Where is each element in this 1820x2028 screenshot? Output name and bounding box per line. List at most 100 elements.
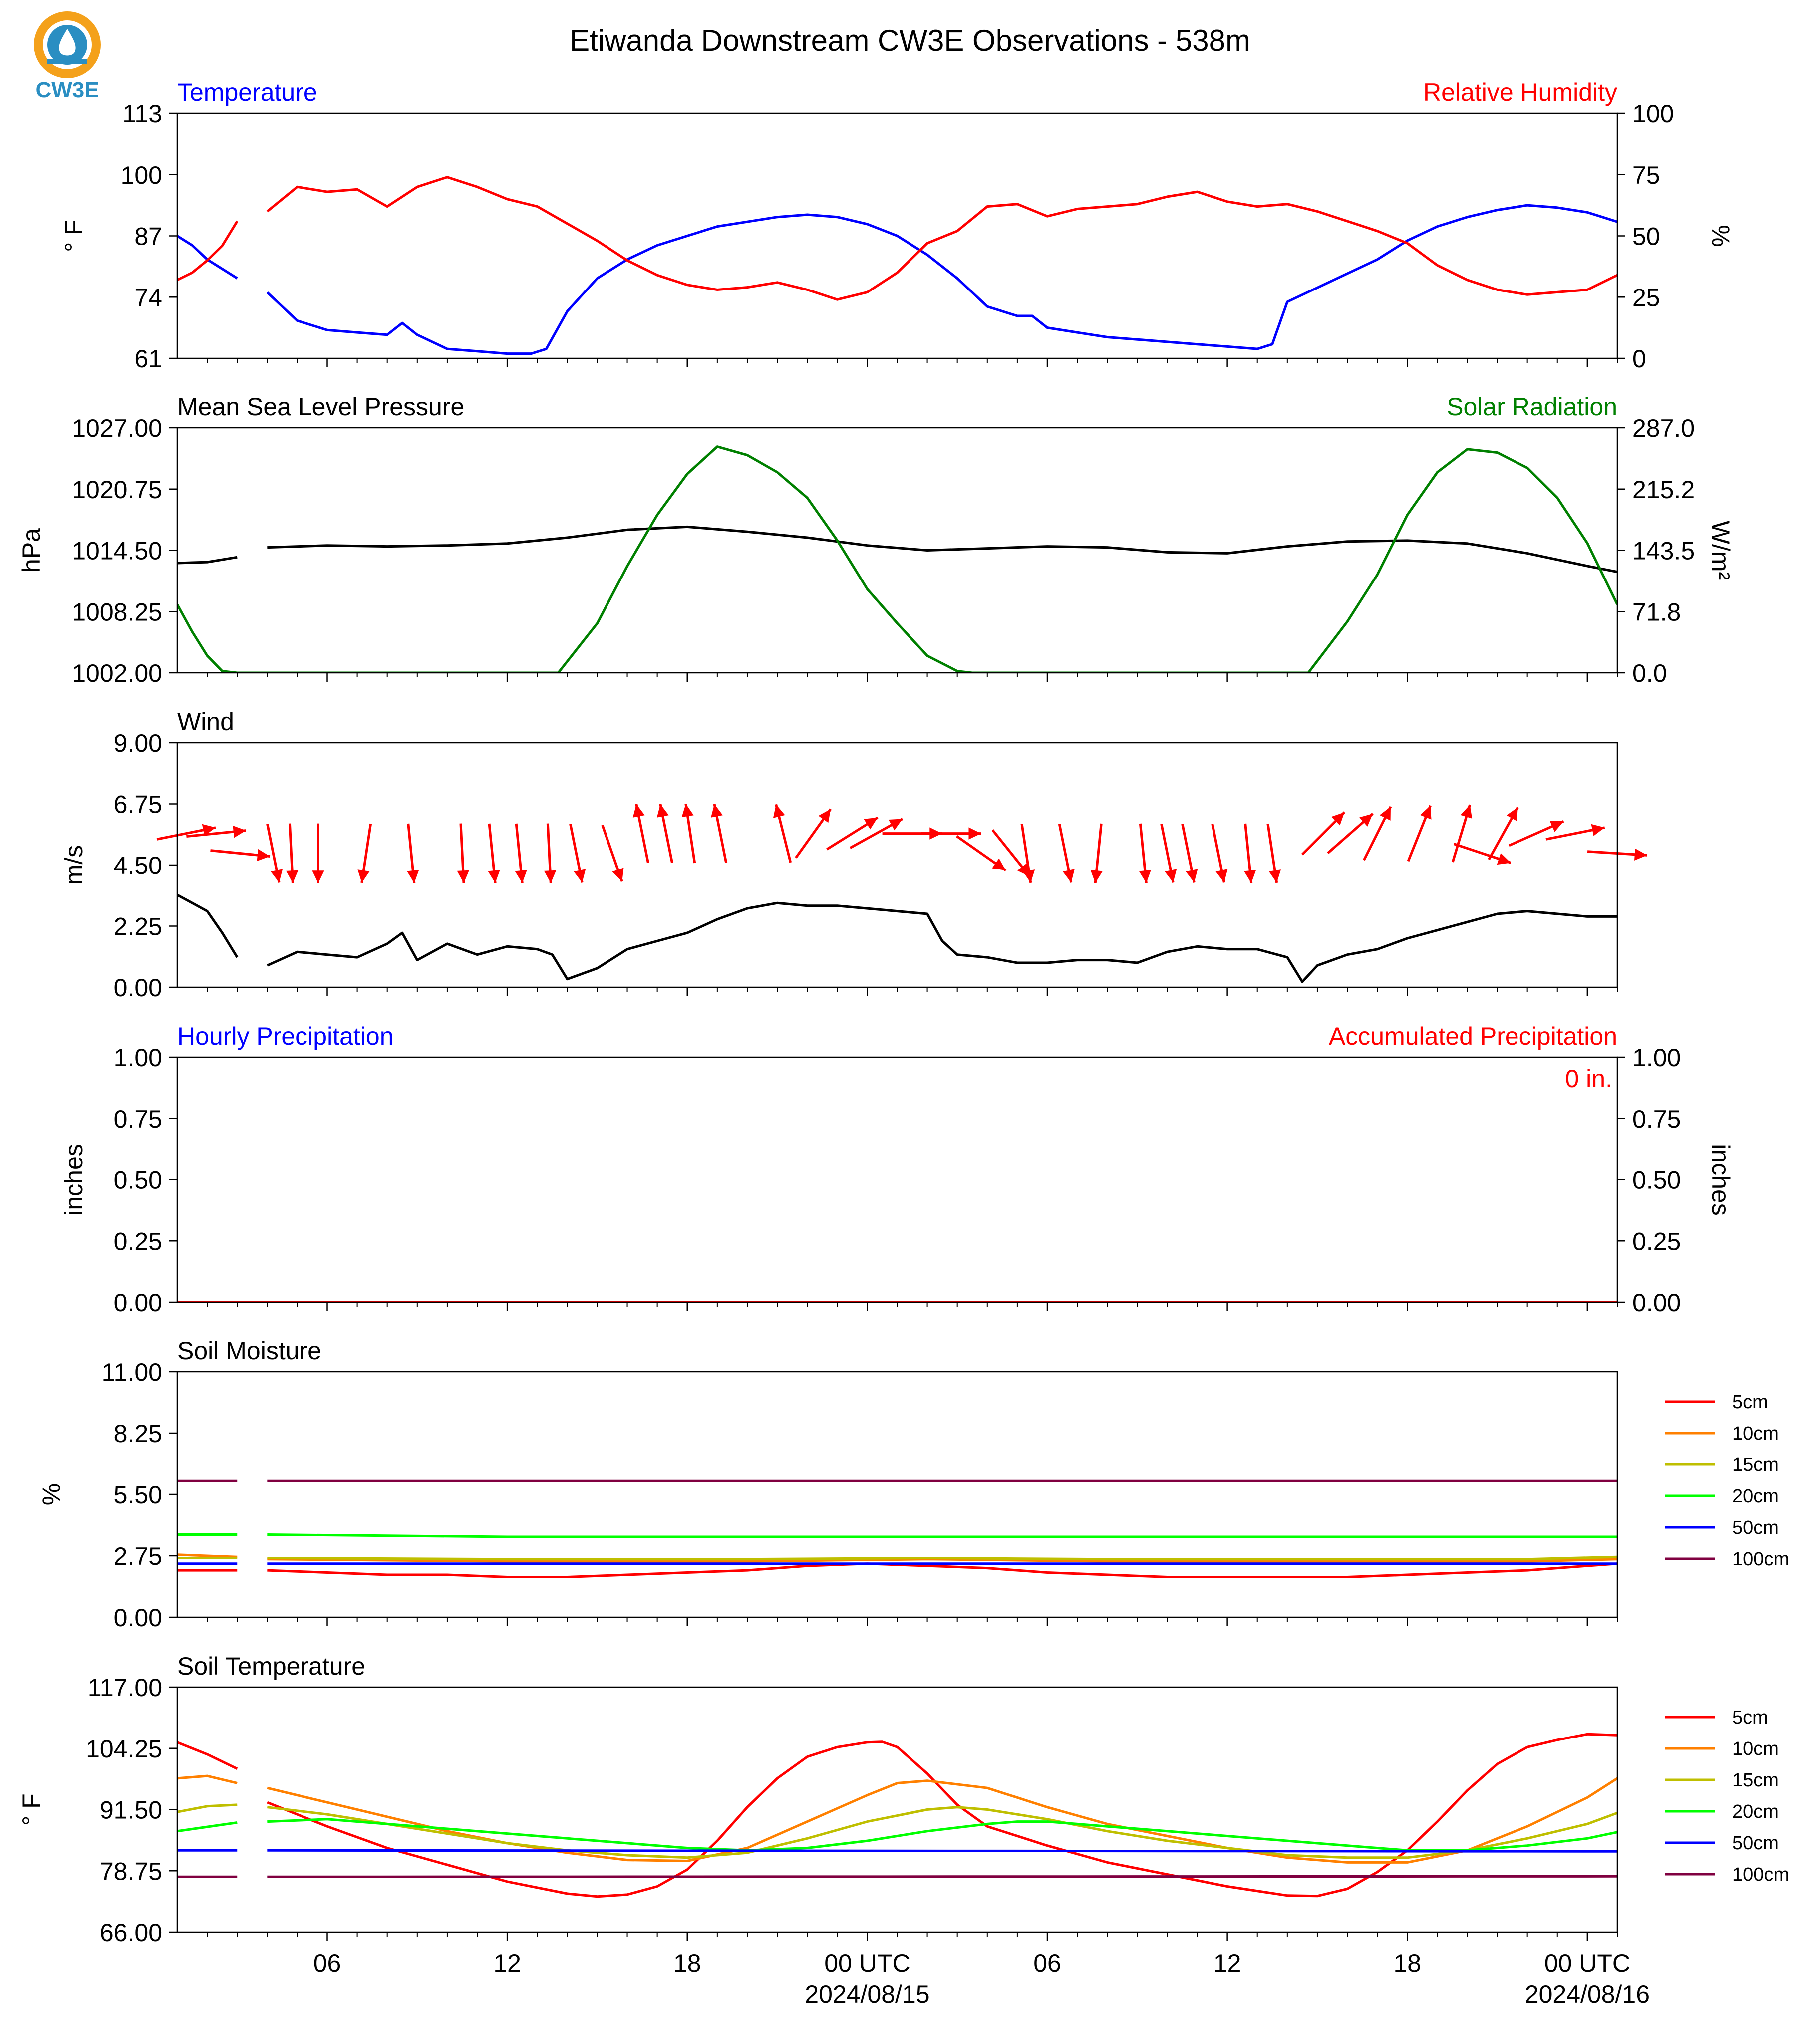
y-axis-label-right: inches: [1707, 1144, 1735, 1216]
legend-label: 10cm: [1732, 1423, 1779, 1444]
wind-arrow-head: [1506, 807, 1518, 822]
x-tick-label: 12: [493, 1949, 521, 1977]
series-group: [177, 445, 1617, 673]
panel-precip: 0.00 0.25 0.50 0.75 1.00 0.00 0.25 0.50 0.75 1.00…: [60, 1022, 1735, 1317]
wind-arrow-head: [457, 870, 469, 883]
y-tick-label: 87: [134, 223, 162, 251]
y-tick-label-right: 0.75: [1632, 1105, 1681, 1133]
y-tick-label-right: 0.50: [1632, 1166, 1681, 1194]
legend-label: 15cm: [1732, 1454, 1779, 1475]
series-group: [177, 1733, 1617, 1898]
y-axis-label: %: [37, 1483, 65, 1505]
panel-wind: 0.00 2.25 4.50 6.75 9.00 Wind m/s: [60, 708, 1648, 1002]
y-axis-label: ° F: [60, 220, 88, 252]
logo-wave: [47, 59, 87, 64]
wind-arrow-head: [1186, 869, 1198, 883]
wind-arrow-head: [1591, 824, 1605, 836]
panel-title-left: Temperature: [177, 78, 317, 106]
water-drop-sun-icon: [59, 29, 76, 56]
wind-arrow-head: [1497, 853, 1511, 865]
series-line-15cm: [177, 1555, 1617, 1561]
y-tick-label: 117.00: [88, 1674, 162, 1702]
y-tick-label-right: 50: [1632, 223, 1660, 251]
x-date-label: 2024/08/15: [805, 1980, 929, 2008]
wind-arrow-head: [574, 869, 586, 883]
wind-arrow-head: [1165, 869, 1177, 883]
legend-label: 15cm: [1732, 1770, 1779, 1791]
y-tick-label-right: 0: [1632, 345, 1646, 373]
y-tick-label-right: 0.0: [1632, 659, 1667, 687]
wind-arrow-head: [1215, 869, 1228, 883]
wind-arrow-head: [271, 869, 283, 883]
y-tick-label: 91.50: [100, 1796, 162, 1824]
wind-arrow-head: [1379, 806, 1391, 821]
cw3e-logo: CW3E: [34, 11, 101, 102]
wind-arrow-head: [286, 870, 299, 883]
panel-temp_rh: 61 74 87 100 113 0 25 50 75 100 Temperature Relativ…: [60, 78, 1735, 373]
wind-arrows: [156, 803, 1648, 883]
x-axis-labels: 06 12 18 00 UTC 2024/08/15 06 12 18 00 UTC 2024/0…: [313, 1949, 1650, 2008]
wind-arrow-head: [407, 870, 419, 883]
wind-arrow-head: [1063, 869, 1075, 883]
y-tick-label: 9.00: [114, 729, 162, 757]
wind-arrow-head: [1023, 869, 1035, 883]
y-tick-label: 1008.25: [72, 598, 162, 626]
panel-title-left: Hourly Precipitation: [177, 1022, 394, 1050]
legend-label: 50cm: [1732, 1833, 1779, 1854]
wind-arrow-head: [1634, 848, 1647, 861]
wind-arrow-head: [544, 870, 557, 883]
panel-title-right: Accumulated Precipitation: [1329, 1022, 1617, 1050]
y-tick-label: 2.25: [114, 913, 162, 941]
series-line-relative_humidity: [177, 176, 1617, 301]
wind-arrow-head: [632, 804, 645, 818]
chart-title: Etiwanda Downstream CW3E Observations - …: [570, 24, 1250, 57]
series-line-15cm: [177, 1803, 1617, 1859]
precip-annotation: 0 in.: [1565, 1065, 1612, 1093]
wind-arrow-head: [1359, 814, 1373, 827]
wind-arrow-head: [612, 868, 624, 882]
wind-arrow-head: [515, 870, 527, 883]
wind-arrow-head: [888, 819, 903, 831]
panel-soil_moisture: 0.00 2.75 5.50 8.25 11.00 Soil Moisture% 5cm 10…: [37, 1337, 1789, 1632]
legend-label: 5cm: [1732, 1707, 1768, 1728]
x-tick-label: 06: [313, 1949, 341, 1977]
legend-label: 10cm: [1732, 1738, 1779, 1759]
y-tick-label: 0.75: [114, 1105, 162, 1133]
wind-arrow-head: [1460, 805, 1473, 819]
series-line-5cm: [177, 1562, 1617, 1578]
y-tick-label: 1014.50: [72, 537, 162, 565]
y-tick-label: 4.50: [114, 852, 162, 879]
legend: 5cm 10cm 15cm 20cm 50cm 100cm: [1665, 1392, 1789, 1570]
wind-arrow-head: [233, 826, 246, 838]
y-axis-label: m/s: [60, 845, 88, 885]
y-axis-label-right: W/m²: [1707, 521, 1735, 580]
legend-label: 100cm: [1732, 1549, 1789, 1570]
panel-title-left: Mean Sea Level Pressure: [177, 393, 464, 421]
wind-arrow-head: [1268, 869, 1281, 883]
y-tick-label: 5.50: [114, 1481, 162, 1509]
x-tick-label: 18: [673, 1949, 701, 1977]
y-tick-label: 113: [122, 100, 162, 128]
series-group: [177, 176, 1617, 355]
logo-ring: [34, 11, 101, 78]
y-tick-label: 2.75: [114, 1542, 162, 1570]
x-tick-label: 12: [1213, 1949, 1241, 1977]
wind-arrow-head: [1139, 870, 1151, 883]
series-group: [177, 1479, 1617, 1578]
y-tick-label: 1002.00: [72, 659, 162, 687]
y-tick-label: 1020.75: [72, 476, 162, 504]
legend-label: 20cm: [1732, 1486, 1779, 1507]
y-tick-label: 100: [121, 161, 162, 189]
y-tick-label: 1027.00: [72, 414, 162, 442]
y-tick-label: 66.00: [100, 1919, 162, 1947]
wind-arrow-head: [488, 870, 500, 883]
y-tick-label: 0.50: [114, 1166, 162, 1194]
series-line-100cm: [177, 1875, 1617, 1878]
y-tick-label: 6.75: [114, 791, 162, 819]
series-line-mslp: [177, 525, 1617, 574]
wind-arrow-head: [864, 817, 878, 830]
wind-arrow-head: [992, 858, 1006, 870]
wind-arrow-head: [1549, 821, 1564, 832]
